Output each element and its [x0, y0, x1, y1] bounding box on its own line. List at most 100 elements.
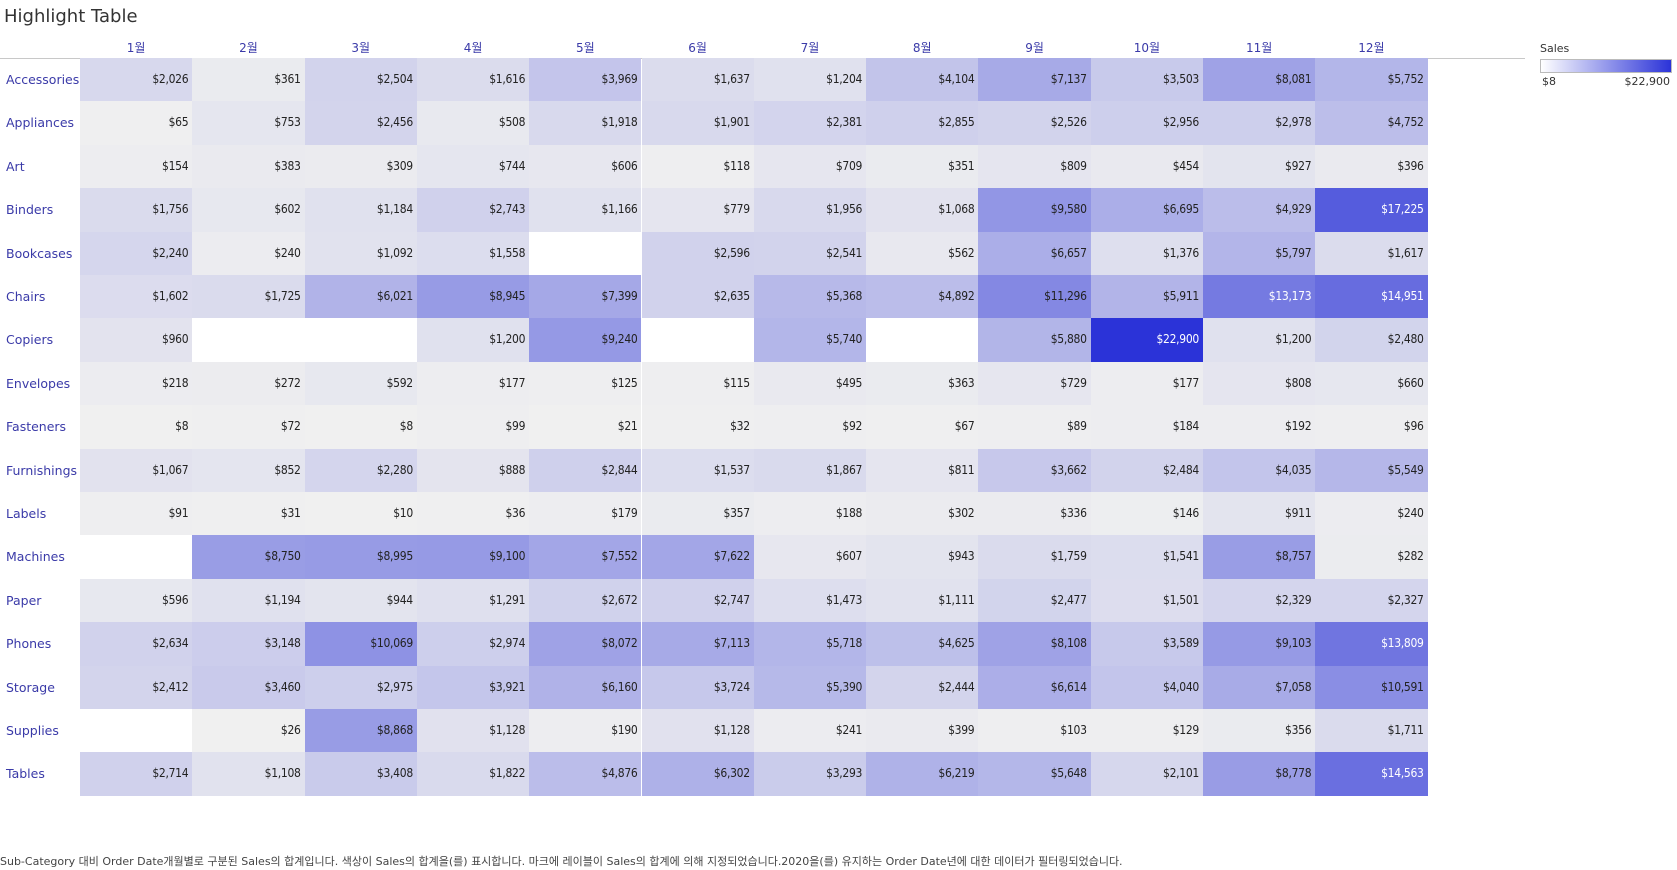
- table-cell[interactable]: $3,589: [1090, 622, 1203, 666]
- table-cell[interactable]: $3,724: [641, 665, 754, 709]
- table-cell[interactable]: $927: [1203, 144, 1316, 189]
- table-cell[interactable]: $1,867: [753, 448, 867, 492]
- table-cell[interactable]: $7,058: [1203, 665, 1316, 709]
- table-cell[interactable]: $6,219: [866, 752, 979, 796]
- table-cell[interactable]: $9,580: [978, 188, 1091, 232]
- table-cell[interactable]: $811: [866, 448, 979, 492]
- table-cell[interactable]: $1,617: [1315, 231, 1428, 275]
- table-cell[interactable]: $2,956: [1090, 101, 1203, 145]
- table-cell[interactable]: [641, 318, 754, 362]
- table-cell[interactable]: $6,160: [529, 665, 642, 709]
- table-cell[interactable]: $13,809: [1315, 622, 1428, 666]
- table-cell[interactable]: $852: [192, 448, 305, 492]
- row-label[interactable]: Chairs: [6, 289, 46, 304]
- row-label[interactable]: Machines: [6, 549, 65, 565]
- table-cell[interactable]: $7,399: [529, 275, 642, 319]
- table-cell[interactable]: $177: [416, 361, 530, 406]
- row-label[interactable]: Appliances: [6, 115, 75, 131]
- table-cell[interactable]: $32: [641, 405, 754, 449]
- table-cell[interactable]: $3,293: [753, 752, 867, 796]
- row-label[interactable]: Binders: [6, 202, 54, 218]
- table-cell[interactable]: $5,797: [1203, 231, 1316, 275]
- table-cell[interactable]: $2,477: [978, 578, 1091, 623]
- table-cell[interactable]: $357: [641, 492, 754, 536]
- table-cell[interactable]: $10: [304, 492, 417, 536]
- table-cell[interactable]: $96: [1315, 405, 1428, 449]
- table-cell[interactable]: $1,616: [416, 58, 530, 102]
- table-cell[interactable]: [304, 318, 417, 362]
- color-legend[interactable]: Sales $8 $22,900: [1540, 42, 1672, 88]
- table-cell[interactable]: $336: [978, 492, 1091, 536]
- table-cell[interactable]: $9,103: [1203, 622, 1316, 666]
- table-cell[interactable]: $14,563: [1315, 752, 1428, 796]
- table-cell[interactable]: [80, 535, 193, 579]
- table-cell[interactable]: $2,526: [978, 101, 1091, 145]
- table-cell[interactable]: $1,501: [1090, 578, 1203, 623]
- table-cell[interactable]: $129: [1090, 709, 1203, 753]
- table-cell[interactable]: $709: [753, 144, 867, 189]
- table-cell[interactable]: $91: [80, 492, 193, 536]
- table-cell[interactable]: $779: [641, 188, 754, 232]
- month-header[interactable]: 2월: [239, 41, 258, 55]
- table-cell[interactable]: $240: [192, 231, 305, 275]
- table-cell[interactable]: $399: [866, 709, 979, 753]
- month-header[interactable]: 6월: [688, 41, 707, 55]
- month-header[interactable]: 3월: [351, 41, 371, 55]
- table-cell[interactable]: $729: [978, 361, 1091, 406]
- table-cell[interactable]: $809: [978, 144, 1091, 189]
- table-cell[interactable]: $356: [1203, 709, 1316, 753]
- table-cell[interactable]: $363: [866, 361, 979, 406]
- table-cell[interactable]: $2,975: [304, 665, 417, 709]
- table-cell[interactable]: $1,602: [80, 275, 193, 319]
- table-cell[interactable]: $5,549: [1315, 448, 1428, 492]
- table-cell[interactable]: $2,329: [1203, 578, 1316, 623]
- table-cell[interactable]: $8,750: [192, 535, 305, 579]
- table-cell[interactable]: $2,844: [529, 448, 642, 492]
- table-cell[interactable]: $1,200: [1203, 318, 1316, 362]
- table-cell[interactable]: $1,111: [866, 578, 979, 623]
- table-cell[interactable]: $5,368: [753, 275, 867, 319]
- row-label[interactable]: Accessories: [6, 72, 80, 87]
- row-label[interactable]: Labels: [6, 506, 47, 521]
- row-label[interactable]: Copiers: [6, 332, 54, 348]
- table-cell[interactable]: $911: [1203, 492, 1316, 536]
- table-cell[interactable]: $606: [529, 144, 642, 189]
- table-cell[interactable]: $11,296: [978, 275, 1091, 319]
- table-cell[interactable]: $753: [192, 101, 305, 145]
- month-header[interactable]: 8월: [912, 41, 932, 55]
- table-cell[interactable]: $8,081: [1203, 58, 1316, 102]
- row-label[interactable]: Art: [6, 158, 25, 174]
- month-header[interactable]: 7월: [800, 41, 820, 55]
- table-cell[interactable]: $17,225: [1315, 188, 1428, 232]
- table-cell[interactable]: $4,040: [1090, 665, 1203, 709]
- table-cell[interactable]: $7,622: [641, 535, 754, 579]
- table-cell[interactable]: $190: [529, 709, 642, 753]
- table-cell[interactable]: $3,408: [304, 752, 417, 796]
- month-header[interactable]: 5월: [576, 41, 595, 55]
- table-cell[interactable]: $3,969: [529, 58, 642, 102]
- row-label[interactable]: Paper: [6, 592, 42, 608]
- table-cell[interactable]: $5,648: [978, 752, 1091, 796]
- table-cell[interactable]: $89: [978, 405, 1091, 449]
- table-cell[interactable]: $115: [641, 361, 754, 406]
- table-cell[interactable]: $6,695: [1090, 188, 1203, 232]
- table-cell[interactable]: $309: [304, 144, 417, 189]
- month-header[interactable]: 9월: [1025, 41, 1044, 55]
- row-label[interactable]: Supplies: [6, 723, 59, 738]
- table-cell[interactable]: $10,591: [1315, 665, 1428, 709]
- table-cell[interactable]: $31: [192, 492, 305, 536]
- table-cell[interactable]: $1,067: [80, 448, 193, 492]
- table-cell[interactable]: $13,173: [1203, 275, 1316, 319]
- table-cell[interactable]: [192, 318, 305, 362]
- table-cell[interactable]: $7,137: [978, 58, 1091, 102]
- table-cell[interactable]: [529, 231, 642, 275]
- row-label[interactable]: Envelopes: [6, 375, 71, 391]
- row-label[interactable]: Fasteners: [6, 419, 67, 435]
- table-cell[interactable]: $10,069: [304, 622, 417, 666]
- table-cell[interactable]: $2,280: [304, 448, 417, 492]
- table-cell[interactable]: $36: [416, 492, 530, 536]
- table-cell[interactable]: $4,876: [529, 752, 642, 796]
- table-cell[interactable]: $602: [192, 188, 305, 232]
- table-cell[interactable]: $8,072: [529, 622, 642, 666]
- table-cell[interactable]: $240: [1315, 492, 1428, 536]
